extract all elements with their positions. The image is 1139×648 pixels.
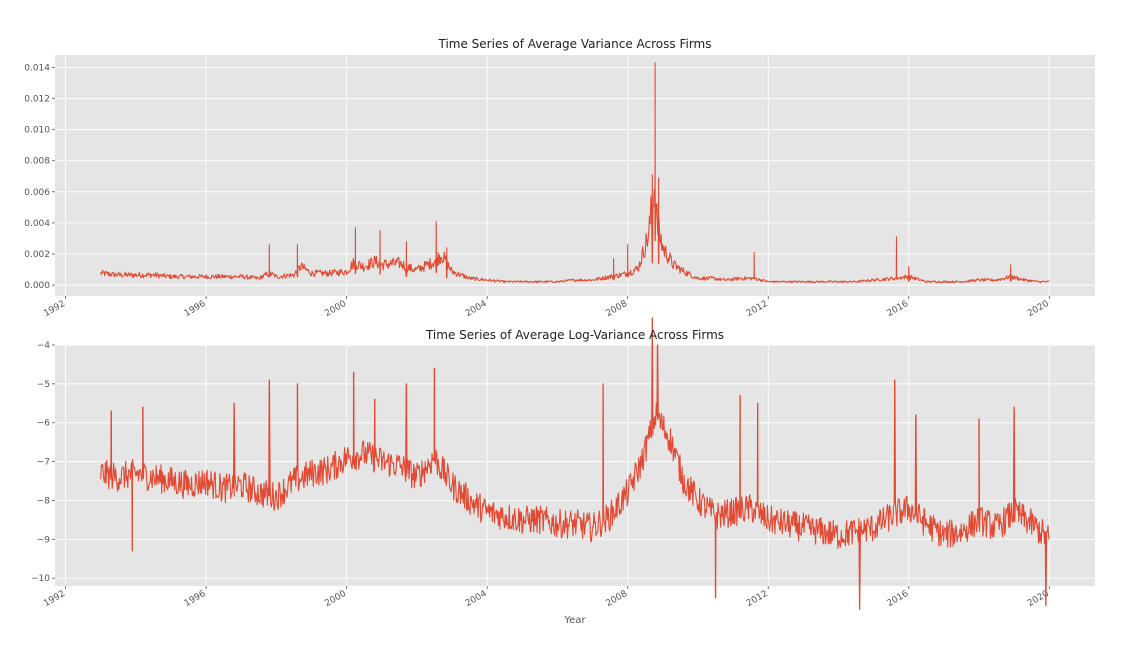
y-tick-label: 0.000 bbox=[24, 281, 50, 291]
y-tick-label: 0.006 bbox=[24, 188, 50, 198]
log-variance-plot-area bbox=[55, 345, 1095, 586]
x-tick-label: 2020 bbox=[1026, 299, 1051, 319]
x-tick-label: 2008 bbox=[604, 299, 629, 319]
x-tick-label: 2012 bbox=[745, 299, 770, 319]
x-tick-label: 1992 bbox=[42, 589, 67, 609]
y-tick-label: −4 bbox=[37, 341, 51, 351]
y-tick-label: −6 bbox=[37, 419, 51, 429]
x-tick-label: 2004 bbox=[464, 589, 489, 609]
x-tick-label: 2000 bbox=[323, 589, 348, 609]
log-variance-chart: −10 −9 −8 −7 −6 −5 −4 1992 1996 2000 2004 2008 2012… bbox=[31, 317, 1095, 626]
y-tick-label: −9 bbox=[37, 535, 51, 545]
series-line bbox=[100, 62, 1050, 284]
x-tick-label: 1992 bbox=[42, 299, 67, 319]
series-line bbox=[100, 317, 1050, 610]
x-tick-label: 2016 bbox=[885, 299, 910, 319]
log-variance-chart-title: Time Series of Average Log-Variance Acro… bbox=[425, 328, 724, 342]
x-tick-label: 2020 bbox=[1026, 589, 1051, 609]
y-tick-label: −5 bbox=[37, 380, 50, 390]
y-tick-label: −8 bbox=[37, 496, 51, 506]
y-tick-label: 0.012 bbox=[24, 95, 50, 105]
variance-plot-area bbox=[55, 55, 1095, 296]
variance-chart: 0.000 0.002 0.004 0.006 0.008 0.010 0.012 0.014… bbox=[24, 37, 1095, 319]
x-tick-label: 1996 bbox=[183, 299, 208, 319]
y-tick-label: 0.014 bbox=[24, 63, 50, 73]
variance-chart-title: Time Series of Average Variance Across F… bbox=[438, 37, 712, 51]
y-tick-label: 0.004 bbox=[24, 219, 50, 229]
x-tick-label: 2016 bbox=[885, 589, 910, 609]
x-tick-label: 2008 bbox=[604, 589, 629, 609]
y-tick-label: 0.008 bbox=[24, 157, 50, 167]
y-tick-label: 0.010 bbox=[24, 126, 50, 136]
x-tick-label: 2000 bbox=[323, 299, 348, 319]
y-tick-label: 0.002 bbox=[24, 250, 50, 260]
y-tick-label: −7 bbox=[37, 458, 50, 468]
x-tick-label: 2012 bbox=[745, 589, 770, 609]
x-tick-label: 2004 bbox=[464, 299, 489, 319]
y-tick-label: −10 bbox=[31, 574, 50, 584]
x-axis-label: Year bbox=[563, 615, 586, 626]
x-tick-label: 1996 bbox=[183, 589, 208, 609]
